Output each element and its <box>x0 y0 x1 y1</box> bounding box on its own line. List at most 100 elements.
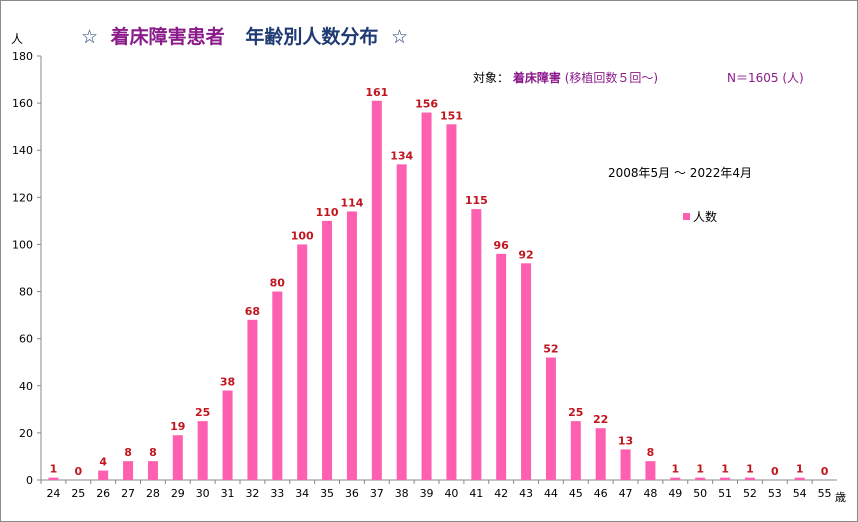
y-tick-label: 100 <box>12 238 33 251</box>
x-tick-label: 48 <box>643 487 657 500</box>
bar-value-label: 110 <box>316 206 339 219</box>
x-unit-label: 歳 <box>835 491 846 504</box>
x-tick-label: 34 <box>295 487 309 500</box>
x-tick-label: 51 <box>718 487 732 500</box>
bar-value-label: 0 <box>74 465 82 478</box>
y-tick-label: 40 <box>19 380 33 393</box>
x-tick-label: 40 <box>444 487 458 500</box>
bar-value-label: 68 <box>245 305 260 318</box>
x-tick-label: 54 <box>793 487 807 500</box>
x-tick-label: 42 <box>494 487 508 500</box>
bar-42 <box>496 253 507 480</box>
bar-value-label: 1 <box>796 463 804 476</box>
legend-swatch <box>683 213 690 220</box>
bar-38 <box>396 164 407 480</box>
bar-value-label: 80 <box>270 277 286 290</box>
bar-value-label: 25 <box>195 406 210 419</box>
bar-32 <box>247 319 258 480</box>
bar-value-label: 96 <box>494 239 510 252</box>
title-part1: 着床障害患者 <box>111 25 225 48</box>
bar-27 <box>123 461 134 480</box>
y-tick-label: 20 <box>19 427 33 440</box>
bar-51 <box>720 477 731 480</box>
x-tick-label: 27 <box>121 487 135 500</box>
x-tick-label: 35 <box>320 487 334 500</box>
bar-value-label: 1 <box>721 463 729 476</box>
x-tick-label: 55 <box>818 487 832 500</box>
bar-49 <box>670 477 681 480</box>
bar-value-label: 92 <box>518 248 533 261</box>
x-tick-label: 44 <box>544 487 558 500</box>
legend-label: 人数 <box>693 209 717 224</box>
bar-45 <box>570 421 581 480</box>
bar-value-label: 1 <box>50 463 58 476</box>
x-tick-label: 28 <box>146 487 160 500</box>
bar-value-label: 151 <box>440 109 463 122</box>
bar-value-label: 161 <box>365 86 388 99</box>
y-unit-label: 人 <box>11 32 23 46</box>
x-tick-label: 26 <box>96 487 110 500</box>
x-tick-label: 45 <box>569 487 583 500</box>
bar-31 <box>222 390 233 480</box>
x-tick-label: 41 <box>469 487 483 500</box>
bar-33 <box>272 291 283 480</box>
bar-value-label: 52 <box>543 343 558 356</box>
period-label: 2008年5月 ～ 2022年4月 <box>608 166 752 180</box>
bar-44 <box>545 357 556 480</box>
bar-value-label: 1 <box>671 463 679 476</box>
bar-value-label: 19 <box>170 420 185 433</box>
y-tick-label: 140 <box>12 144 33 157</box>
bar-value-label: 114 <box>340 196 363 209</box>
bar-value-label: 1 <box>696 463 704 476</box>
x-tick-label: 49 <box>668 487 682 500</box>
bar-value-label: 13 <box>618 434 633 447</box>
y-tick-label: 80 <box>19 286 33 299</box>
chart-title: ☆ 着床障害患者 年齢別人数分布 ☆ <box>81 25 408 48</box>
bar-29 <box>172 435 183 480</box>
title-star-left: ☆ <box>81 26 98 48</box>
x-tick-label: 33 <box>270 487 284 500</box>
bar-value-label: 115 <box>465 194 488 207</box>
bar-48 <box>645 461 656 480</box>
bar-value-label: 0 <box>821 465 829 478</box>
bar-47 <box>620 449 631 480</box>
bar-41 <box>471 209 482 480</box>
bar-28 <box>147 461 158 480</box>
x-tick-label: 53 <box>768 487 782 500</box>
bar-value-label: 134 <box>390 149 413 162</box>
subject-suffix: (移植回数５回～) <box>565 70 658 85</box>
bar-value-label: 156 <box>415 98 438 111</box>
bar-value-label: 22 <box>593 413 608 426</box>
bar-value-label: 100 <box>291 229 314 242</box>
bar-value-label: 8 <box>647 446 655 459</box>
bar-value-label: 25 <box>568 406 583 419</box>
x-tick-label: 36 <box>345 487 359 500</box>
x-tick-label: 47 <box>619 487 633 500</box>
bar-36 <box>346 211 357 480</box>
bar-value-label: 1 <box>746 463 754 476</box>
x-tick-label: 43 <box>519 487 533 500</box>
bar-value-label: 4 <box>99 456 107 469</box>
bar-value-label: 38 <box>220 375 235 388</box>
subject-annotation: 対象： 着床障害 (移植回数５回～) <box>473 70 658 85</box>
x-tick-label: 25 <box>71 487 85 500</box>
x-tick-label: 32 <box>245 487 259 500</box>
bar-39 <box>421 112 432 481</box>
title-star-right: ☆ <box>391 26 408 48</box>
y-tick-label: 120 <box>12 191 33 204</box>
subject-name: 着床障害 <box>512 70 561 85</box>
bar-35 <box>322 220 333 480</box>
title-part2: 年齢別人数分布 <box>245 25 378 48</box>
bar-value-label: 8 <box>149 446 157 459</box>
bar-labels: 1 048 819253868801001101141611341561511159… <box>50 86 829 478</box>
y-tick-label: 180 <box>12 50 33 63</box>
bar-value-label: 8 <box>124 446 132 459</box>
subject-prefix: 対象： <box>473 71 509 85</box>
x-tick-label: 30 <box>196 487 210 500</box>
y-ticks: 0 20 40 60 80 100 120 140 160 180 <box>12 50 41 487</box>
bar-46 <box>595 428 606 480</box>
bar-37 <box>371 100 382 480</box>
y-tick-label: 0 <box>26 474 33 487</box>
